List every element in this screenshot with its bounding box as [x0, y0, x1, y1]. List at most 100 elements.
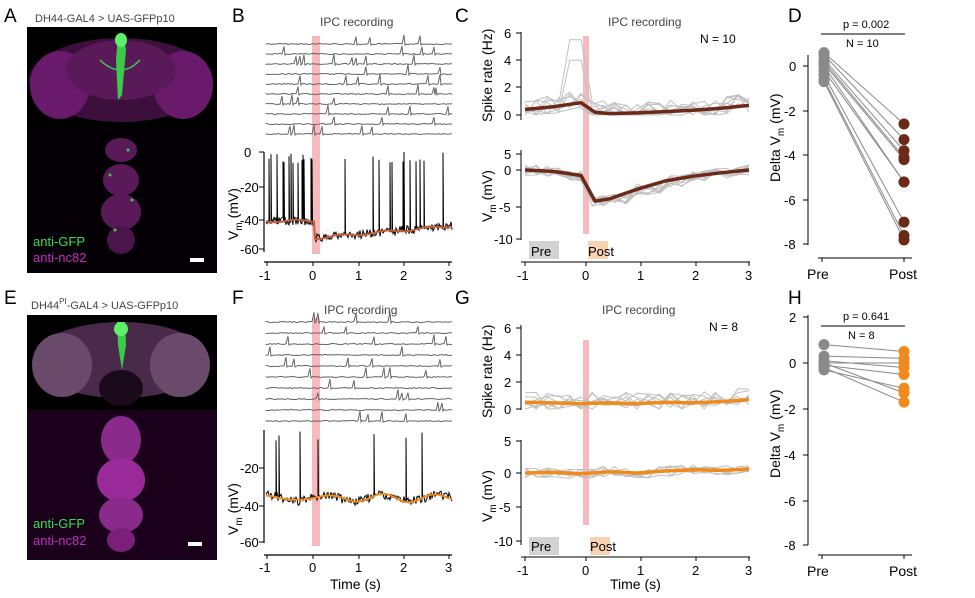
mean-rate-line	[524, 397, 750, 406]
n-label-h: N = 8	[848, 330, 875, 342]
mean-rate-line	[524, 100, 750, 116]
raster-trace	[265, 116, 453, 127]
pair-line	[823, 364, 905, 375]
xtick-b-3: 2	[400, 268, 407, 283]
raster-trace	[265, 53, 453, 67]
xtick-c-2: 1	[637, 268, 644, 283]
raster-trace	[265, 334, 453, 347]
stim-bar-c	[583, 36, 589, 234]
n-label-g: N = 8	[709, 320, 738, 334]
x-ticks-g: -1 0 1 2 3	[517, 557, 752, 578]
xtick-g-3: 2	[692, 563, 699, 578]
ytick-c-bot-3: -10	[494, 232, 513, 247]
raster-trace	[265, 34, 453, 47]
stain-label-gfp-e: anti-GFP	[33, 516, 85, 531]
panel-label-f: F	[232, 288, 244, 309]
ytick-c-top-1: 4	[504, 53, 511, 68]
ylabel-c-bot: Vm (mV)	[479, 170, 499, 222]
vm-fit	[265, 492, 453, 504]
raster-trace	[265, 402, 453, 413]
ytick-h-4: -6	[784, 494, 796, 509]
ylabel-f: Vm (mV)	[225, 483, 245, 535]
xtick-c-1: 0	[582, 268, 589, 283]
raster-trace	[265, 45, 453, 57]
xtick-h-0: Pre	[807, 563, 829, 579]
pair-line	[823, 79, 905, 236]
post-point	[898, 216, 910, 228]
x-ticks-c: -1 0 1 2 3	[517, 262, 752, 283]
stim-bar-g	[583, 340, 589, 525]
xtick-c-3: 2	[692, 268, 699, 283]
y-ticks-f: -20 -40 -60	[240, 461, 264, 550]
pre-point	[818, 339, 830, 351]
raster-trace	[265, 94, 453, 107]
xtick-c-0: -1	[517, 268, 529, 283]
panel-c-title: IPC recording	[608, 15, 681, 29]
pair-line	[823, 362, 905, 394]
post-point	[898, 357, 910, 369]
xtick-b-2: 1	[355, 268, 362, 283]
ytick-h-5: -8	[784, 538, 796, 553]
xlabel-f: Time (s)	[330, 576, 381, 592]
panel-e-title: DH44PI-GAL4 > UAS-GFPp10	[31, 297, 178, 312]
raster-trace	[265, 312, 453, 325]
post-point	[898, 387, 910, 399]
vm-trace-f	[265, 431, 453, 507]
post-window-g	[590, 537, 610, 555]
vm-trace-b	[265, 151, 453, 243]
raster-trace	[265, 104, 453, 117]
raster-trace	[265, 389, 453, 402]
mean-vm-line	[524, 168, 750, 203]
panel-a-title: DH44-GAL4 > UAS-GFPp10	[35, 13, 175, 25]
n-label-d: N = 10	[846, 38, 879, 50]
raster-trace	[265, 74, 453, 87]
ytick-c-bot-0: 5	[504, 147, 511, 162]
raster-trace	[265, 346, 453, 357]
grey-rate-trace	[524, 393, 750, 410]
raster-trace	[265, 124, 453, 137]
stim-bar-f	[312, 318, 320, 546]
xtick-h-1: Post	[889, 563, 917, 579]
vm-fit	[265, 218, 453, 240]
y-ticks-b: 0 -20 -40 -60	[240, 145, 264, 257]
p-value-h: p = 0.641	[843, 311, 889, 323]
xtick-f-3: 2	[400, 560, 407, 575]
pre-label-c: Pre	[531, 244, 551, 259]
pair-line	[823, 54, 905, 140]
plot-d	[818, 47, 910, 246]
x-ticks-b: -1 0 1 2 3	[259, 262, 452, 283]
ytick-h-2: -2	[784, 402, 796, 417]
ytick-h-1: 0	[789, 356, 796, 371]
ytick-g-top-1: 4	[504, 348, 511, 363]
ylabel-g-top: Spike rate (Hz)	[479, 325, 495, 418]
raster-traces-b	[265, 34, 453, 137]
xtick-d-0: Pre	[807, 266, 829, 282]
ytick-c-top-2: 2	[504, 80, 511, 95]
post-point	[898, 134, 910, 146]
ytick-d-3: -6	[784, 193, 796, 208]
ytick-h-0: 2	[789, 310, 796, 325]
ytick-g-top-0: 6	[504, 321, 511, 336]
xtick-b-4: 3	[445, 268, 452, 283]
pair-line	[823, 63, 905, 160]
pair-line	[823, 367, 905, 403]
post-point	[898, 154, 910, 166]
post-window-c	[588, 241, 608, 259]
ytick-d-1: -2	[784, 104, 796, 119]
post-label-g: Post	[590, 539, 616, 554]
ylabel-g-bot: Vm (mV)	[479, 470, 499, 522]
xtick-f-4: 3	[445, 560, 452, 575]
microscopy-image-e: DH44PI-GAL4 > UAS-GFPp10 anti-GFP anti-n…	[27, 297, 217, 560]
post-point	[898, 369, 910, 380]
raster-trace	[265, 356, 453, 369]
ytick-c-top-0: 6	[504, 26, 511, 41]
xtick-f-0: -1	[259, 560, 271, 575]
grey-rate-trace	[524, 94, 750, 116]
pre-window-c	[529, 241, 559, 259]
stain-label-nc82-e: anti-nc82	[33, 533, 86, 548]
ytick-f-0: -20	[240, 461, 259, 476]
ytick-c-bot-2: -5	[499, 200, 511, 215]
xtick-c-4: 3	[745, 268, 752, 283]
xtick-f-1: 0	[309, 560, 316, 575]
